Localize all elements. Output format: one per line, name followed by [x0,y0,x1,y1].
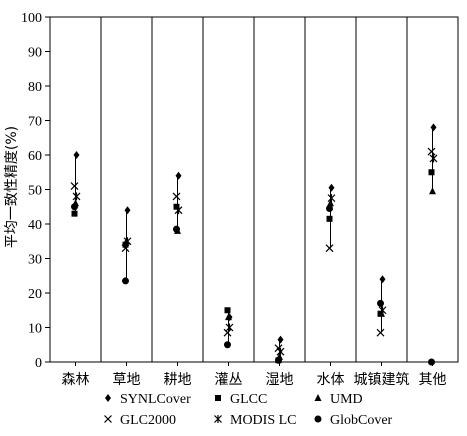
y-tick-label: 10 [28,322,42,337]
legend-marker [215,395,221,401]
data-point [124,206,131,215]
data-point [224,341,231,349]
y-axis-label: 平均一致性精度(%) [4,126,20,248]
legend-marker [105,394,111,402]
data-point [121,244,130,253]
data-point [123,237,132,246]
legend-marker [214,415,222,423]
y-tick-label: 60 [28,149,42,164]
y-tick-label: 100 [21,11,42,26]
data-point [174,206,183,215]
data-point [122,277,129,285]
x-category-label: 森林 [62,372,90,388]
data-point [326,204,333,212]
y-tick-label: 70 [28,115,42,130]
data-point [376,328,385,337]
data-point [71,203,78,211]
data-point [326,215,333,222]
legend-marker [314,394,322,401]
data-point [175,171,182,180]
data-point [224,307,231,314]
x-category-label: 草地 [113,372,141,388]
data-point [277,335,284,344]
data-point [225,323,234,332]
y-tick-label: 90 [28,46,42,61]
data-point [327,199,334,207]
x-category-label: 湿地 [266,372,294,388]
data-point [328,183,335,192]
data-point [172,192,181,201]
data-point [73,151,80,159]
x-category-label: 城镇建筑 [354,372,410,388]
legend-label: GLC2000 [120,413,176,428]
data-point [429,187,436,195]
legend-label: SYNLCover [120,392,191,407]
x-category-label: 耕地 [164,371,192,388]
y-tick-label: 20 [28,287,42,302]
x-category-label: 灌丛 [215,372,243,388]
y-tick-label: 40 [28,218,42,233]
data-point [275,356,282,364]
data-point [72,192,81,201]
data-point [173,203,180,210]
data-point [429,154,438,163]
legend-label: MODIS LC [230,413,297,428]
data-point [325,244,334,253]
data-point [71,210,78,217]
x-category-label: 水体 [317,372,345,388]
y-tick-label: 80 [28,80,42,95]
legend-marker [314,415,322,423]
y-tick-label: 30 [28,253,42,268]
y-tick-label: 0 [35,356,42,371]
y-tick-label: 50 [28,184,42,199]
data-point [378,309,385,317]
legend-label: GLCC [230,392,267,407]
data-point [225,313,232,321]
x-category-label: 其他 [419,372,447,388]
data-point [173,225,180,233]
data-point [377,299,384,307]
data-point [327,194,336,203]
legend-marker [104,415,112,423]
data-point [379,275,386,284]
data-point [276,347,285,356]
data-point [378,306,387,315]
data-point [428,169,435,176]
legend-label: UMD [330,392,363,407]
data-point [430,123,437,132]
data-point [70,182,79,190]
data-point [428,358,435,366]
data-point [427,147,436,156]
data-point [122,241,129,248]
legend-label: GlobCover [330,413,393,428]
